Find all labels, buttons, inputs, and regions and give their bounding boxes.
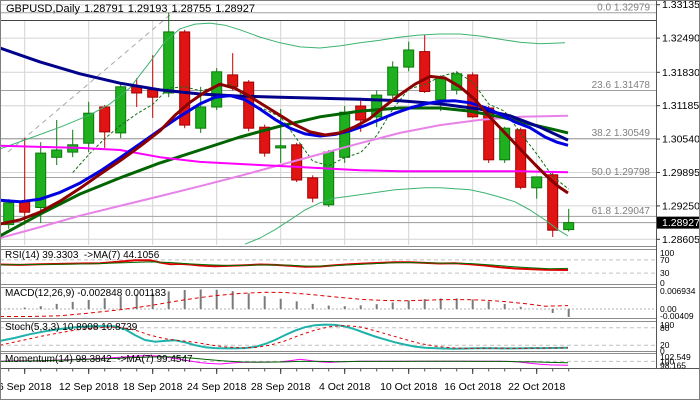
- candle-body-19-Sep: [163, 31, 175, 94]
- date-axis-label: 4 Oct 2018: [319, 381, 371, 393]
- quote-close: 1.28927: [215, 3, 256, 15]
- fib-level-label: 38.2 1.30549: [592, 128, 651, 139]
- rsi-scale-label: 0: [660, 278, 665, 288]
- price-axis-label: 1.33135: [662, 0, 700, 11]
- macd-scale-label: -0.00409: [660, 311, 694, 321]
- momentum-scale-label: 98.165: [660, 361, 686, 371]
- rsi-scale-label: 70: [660, 255, 670, 265]
- candle-body-21-Sep: [195, 106, 207, 129]
- quote-open: 1.28791: [83, 3, 124, 15]
- price-axis-label: 1.29250: [662, 200, 700, 212]
- price-scale[interactable]: [656, 0, 700, 369]
- candle-body-2-Oct: [307, 177, 319, 199]
- rsi-indicator-label: RSI(14) 39.3303 ->MA(7) 44.1056: [5, 250, 160, 261]
- momentum-ma-line: [0, 356, 569, 364]
- date-axis-label: 24 Sep 2018: [187, 381, 247, 393]
- candle-body-9-Oct: [387, 66, 399, 96]
- price-axis-label: 1.31185: [662, 100, 699, 112]
- candle-body-24-Oct: [563, 222, 575, 231]
- candle-body-8-Oct: [371, 94, 383, 118]
- chart-title: GBPUSD,Daily 1.28791 1.29193 1.28755 1.28927: [6, 3, 259, 15]
- symbol-period-label: GBPUSD,Daily: [6, 3, 80, 15]
- current-price-tag-label: 1.28927: [662, 217, 700, 229]
- candle-body-4-Oct: [339, 111, 351, 158]
- date-axis-label: 18 Sep 2018: [123, 381, 183, 393]
- date-axis-label: 28 Sep 2018: [251, 381, 311, 393]
- momentum-indicator-label: Momentum(14) 98.3842 ->MA(7) 99.4547: [5, 354, 193, 365]
- blue-mid-ma: [0, 94, 569, 204]
- candle-body-28-Sep: [275, 145, 287, 149]
- fib-level-label: 23.6 1.31478: [592, 80, 651, 91]
- candle-body-3-Oct: [323, 151, 335, 206]
- price-axis-label: 1.30540: [662, 134, 700, 146]
- rsi-scale-label: 30: [660, 268, 670, 278]
- candle-body-7-Sep: [35, 152, 47, 209]
- candle-body-23-Oct: [547, 174, 559, 231]
- date-axis-label: 16 Oct 2018: [444, 381, 501, 393]
- candle-body-20-Sep: [179, 31, 191, 126]
- momentum-scale-label: 100: [660, 356, 674, 366]
- magenta-flat-ma: [0, 144, 569, 174]
- candle-body-22-Oct: [531, 176, 543, 189]
- stoch-k-line: [0, 323, 569, 350]
- time-scale[interactable]: [0, 369, 656, 400]
- rsi-ma-line: [0, 261, 569, 270]
- bollinger-upper-band: [0, 22, 566, 150]
- momentum-scale-label: 102.549: [660, 352, 691, 362]
- thin-green-sma5: [72, 71, 570, 190]
- candle-body-5-Sep: [3, 202, 15, 226]
- fib-level-label: 61.8 1.29047: [592, 206, 651, 217]
- stoch-scale-label: 100: [660, 320, 674, 330]
- quote-low: 1.28755: [171, 3, 212, 15]
- price-axis-label: 1.29895: [662, 167, 700, 179]
- quote-high: 1.29193: [127, 3, 168, 15]
- price-axis-label: 1.31830: [662, 67, 700, 79]
- trendline: [7, 7, 179, 153]
- date-axis-label: 22 Oct 2018: [508, 381, 565, 393]
- candle-body-14-Sep: [115, 86, 127, 134]
- stoch-d-line: [0, 325, 569, 349]
- candle-body-12-Oct: [435, 77, 447, 101]
- current-price-tag: [657, 216, 700, 229]
- price-axis-label: 1.32490: [662, 33, 700, 45]
- candle-body-19-Oct: [515, 129, 527, 188]
- candle-body-10-Sep: [51, 149, 63, 158]
- maroon-fast-ma: [0, 74, 569, 226]
- candle-body-10-Oct: [403, 49, 415, 68]
- bollinger-lower-band: [244, 187, 569, 245]
- candle-body-18-Oct: [499, 127, 511, 161]
- stoch-scale-label: 20: [660, 340, 670, 350]
- macd-scale-label: 0.006934: [660, 286, 696, 296]
- date-axis-label: 6 Sep 2018: [0, 381, 52, 393]
- fib-level-label: 50.0 1.29798: [592, 167, 651, 178]
- candle-body-12-Sep: [83, 112, 95, 144]
- fib-level-label: 0.0 1.32979: [597, 2, 650, 13]
- price-axis-label: 1.28605: [662, 234, 700, 246]
- macd-signal-line: [0, 291, 569, 317]
- stoch-scale-label: 80: [660, 323, 670, 333]
- candle-body-13-Sep: [99, 106, 111, 133]
- date-axis-label: 10 Oct 2018: [380, 381, 437, 393]
- candle-body-27-Sep: [259, 126, 271, 154]
- stoch-scale-label: 0: [660, 346, 665, 356]
- candle-body-11-Oct: [419, 51, 431, 92]
- date-axis-label: 12 Sep 2018: [59, 381, 119, 393]
- candle-body-6-Sep: [19, 201, 31, 213]
- macd-scale-label: 0.00: [660, 304, 677, 314]
- rsi-scale-label: 100: [660, 248, 674, 258]
- stoch-indicator-label: Stoch(5,3,3) 10.8908 10.8739: [5, 322, 138, 333]
- macd-indicator-label: MACD(12,26,9) -0.002848 0.001183: [5, 288, 167, 299]
- candle-body-18-Sep: [147, 89, 159, 98]
